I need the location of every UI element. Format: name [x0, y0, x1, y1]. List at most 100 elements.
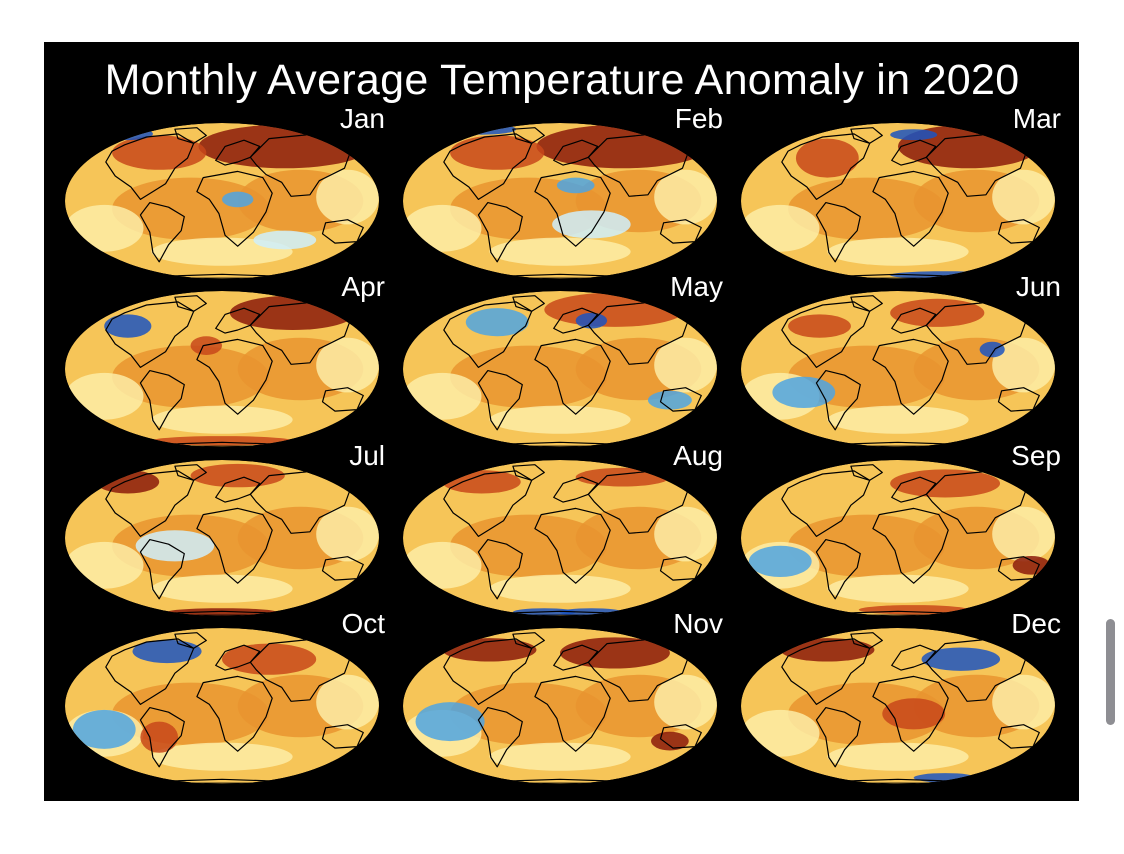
coastline-greenland-jan [174, 127, 207, 144]
month-label-sep: Sep [1011, 440, 1061, 471]
map-apr [65, 291, 379, 447]
coastline-north-america-jan [105, 133, 195, 200]
month-label-apr: Apr [341, 271, 385, 302]
anomaly-patch-mar-4 [992, 169, 1055, 225]
coastline-greenland-jul [174, 464, 207, 481]
coastline-africa-jul [196, 507, 273, 584]
anomaly-patch-jan-2 [65, 204, 144, 252]
anomaly-patch-sep-6 [748, 545, 812, 578]
anomaly-patch-apr-3 [151, 405, 293, 434]
coastline-north-america-mar [781, 133, 871, 200]
anomaly-patch-mar-7 [890, 129, 938, 141]
coastline-greenland-mar [850, 127, 883, 144]
coastline-africa-may [534, 338, 611, 415]
anomaly-patch-mar-2 [741, 204, 820, 252]
coastline-africa-feb [534, 170, 611, 247]
coastline-greenland-sep [850, 464, 883, 481]
anomaly-patch-dec-8 [913, 773, 977, 783]
anomaly-patch-jul-8 [135, 530, 215, 562]
anomaly-patch-jun-7 [979, 341, 1005, 358]
coastline-south-america-apr [139, 370, 185, 431]
anomaly-patch-apr-4 [316, 337, 379, 393]
month-label-jun: Jun [1015, 271, 1061, 302]
map-jan [65, 123, 379, 279]
map-oct [65, 628, 379, 784]
anomaly-patch-jun-6 [788, 314, 851, 338]
anomaly-patch-oct-4 [316, 674, 379, 730]
anomaly-patch-oct-6 [222, 643, 317, 675]
anomaly-patch-feb-6 [450, 135, 545, 170]
anomaly-patch-jun-4 [992, 337, 1055, 393]
coastline-south-america-dec [815, 706, 861, 768]
anomaly-patch-feb-8 [556, 177, 595, 194]
anomaly-patch-feb-9 [552, 210, 631, 239]
coastline-greenland-nov [512, 632, 545, 649]
anomaly-patch-nov-5 [442, 638, 537, 662]
coastline-greenland-jun [850, 295, 883, 312]
coastline-south-america-jan [139, 202, 185, 263]
anomaly-patch-aug-4 [654, 506, 717, 562]
anomaly-patch-oct-8 [140, 721, 179, 753]
map-jun [741, 291, 1055, 447]
anomaly-patch-jun-5 [890, 298, 985, 327]
coastline-greenland-oct [174, 632, 207, 649]
anomaly-patch-nov-8 [651, 731, 689, 751]
anomaly-patch-dec-7 [882, 698, 946, 730]
map-feb [403, 123, 717, 279]
coastline-south-america-mar [815, 202, 861, 263]
anomaly-patch-aug-5 [442, 470, 521, 494]
anomaly-patch-jan-4 [316, 169, 379, 225]
anomaly-patch-feb-2 [403, 204, 482, 252]
coastline-africa-dec [872, 675, 949, 752]
anomaly-patch-sep-3 [827, 574, 969, 603]
month-label-jul: Jul [349, 440, 385, 471]
anomaly-patch-jul-6 [190, 463, 285, 488]
anomaly-patch-oct-7 [72, 709, 136, 749]
anomaly-patch-jun-8 [772, 376, 836, 408]
anomaly-patch-aug-3 [489, 574, 631, 603]
coastline-greenland-feb [512, 127, 545, 144]
map-dec [741, 628, 1055, 784]
coastline-africa-aug [534, 507, 611, 584]
anomaly-patch-may-4 [654, 337, 717, 393]
anomaly-patch-apr-7 [151, 436, 293, 446]
anomaly-patch-jun-3 [827, 405, 969, 434]
coastline-greenland-dec [850, 632, 883, 649]
scrollbar-thumb[interactable] [1106, 619, 1115, 725]
month-label-may: May [670, 271, 723, 302]
anomaly-patch-jan-6 [112, 135, 207, 170]
anomaly-patch-dec-5 [780, 638, 875, 662]
anomaly-patch-mar-3 [827, 237, 969, 266]
anomaly-patch-may-6 [465, 308, 529, 337]
anomaly-patch-dec-3 [827, 742, 969, 771]
coastline-south-america-sep [815, 538, 861, 600]
coastline-greenland-apr [174, 295, 207, 312]
coastline-africa-nov [534, 675, 611, 752]
map-sep [741, 460, 1055, 616]
map-mar [741, 123, 1055, 279]
anomaly-patch-apr-6 [104, 314, 152, 338]
coastline-north-america-aug [443, 470, 533, 538]
anomaly-patch-nov-4 [654, 674, 717, 730]
coastline-africa-jan [196, 170, 273, 247]
coastline-south-america-may [477, 370, 523, 431]
coastline-north-america-may [443, 301, 533, 368]
coastline-africa-sep [872, 507, 949, 584]
anomaly-patch-sep-7 [1012, 555, 1051, 575]
anomaly-patch-nov-3 [489, 742, 631, 771]
coastline-south-america-jun [815, 370, 861, 431]
month-label-feb: Feb [674, 103, 723, 134]
anomaly-patch-sep-8 [858, 605, 969, 615]
coastline-north-america-oct [105, 638, 195, 706]
anomaly-patch-oct-3 [151, 742, 293, 771]
coastline-north-america-jul [105, 470, 195, 538]
anomaly-patch-jul-2 [65, 541, 144, 589]
anomaly-patch-nov-7 [415, 702, 485, 742]
anomaly-patch-sep-5 [890, 469, 1001, 498]
anomaly-patch-dec-2 [741, 709, 820, 757]
map-may [403, 291, 717, 447]
anomaly-patch-jul-7 [167, 608, 277, 616]
anomaly-patch-jan-3 [151, 237, 293, 266]
coastline-south-america-oct [139, 706, 185, 768]
